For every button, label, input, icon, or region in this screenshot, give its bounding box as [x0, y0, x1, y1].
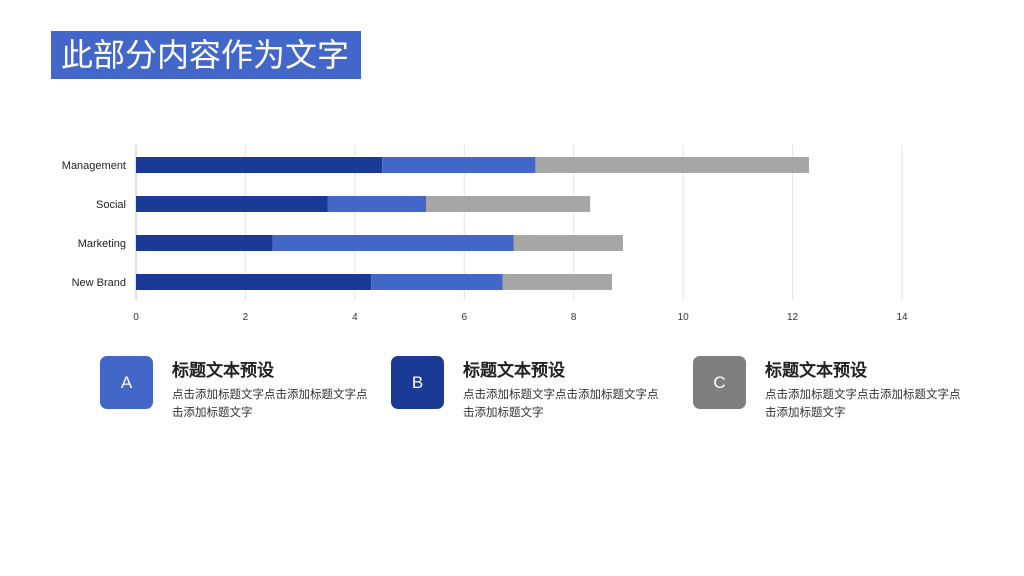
x-tick-label: 6	[462, 312, 468, 323]
card-text: 点击添加标题文字点击添加标题文字点击添加标题文字	[765, 387, 961, 419]
card-title: 标题文本预设	[172, 361, 274, 381]
x-tick-label: 12	[787, 312, 799, 323]
info-card-a: A 标题文本预设 点击添加标题文字点击添加标题文字点击添加标题文字	[100, 352, 400, 432]
x-tick-label: 10	[678, 312, 690, 323]
bar-segment	[513, 235, 623, 251]
badge-b: B	[391, 356, 444, 409]
card-title: 标题文本预设	[463, 361, 565, 381]
bar-segment	[272, 235, 514, 251]
x-tick-label: 14	[896, 312, 908, 323]
stacked-bar-chart: Management Social Marketing New Brand 0 2 4 6 8…	[62, 145, 908, 323]
badge-a: A	[100, 356, 153, 409]
page-title: 此部分内容作为文字	[51, 31, 362, 79]
value-axis-labels: 0 2 4 6 8 10 12 14	[133, 312, 908, 323]
card-title: 标题文本预设	[765, 361, 867, 381]
card-text: 点击添加标题文字点击添加标题文字点击添加标题文字	[172, 387, 368, 419]
x-tick-label: 0	[133, 312, 139, 323]
badge-c: C	[693, 356, 746, 409]
bar-segment	[425, 196, 591, 212]
card-text: 点击添加标题文字点击添加标题文字点击添加标题文字	[463, 387, 659, 419]
x-tick-label: 8	[571, 312, 577, 323]
info-card-c: C 标题文本预设 点击添加标题文字点击添加标题文字点击添加标题文字	[693, 352, 993, 432]
bar-segment	[502, 274, 613, 290]
chart-bars	[136, 157, 809, 290]
bar-segment	[136, 157, 383, 173]
category-label: Marketing	[78, 238, 126, 250]
bar-segment	[371, 274, 503, 290]
bar-segment	[327, 196, 426, 212]
category-label: Social	[96, 199, 126, 211]
bar-segment	[136, 196, 328, 212]
x-tick-label: 4	[352, 312, 358, 323]
category-label: Management	[62, 160, 126, 172]
bar-segment	[136, 274, 372, 290]
bar-segment	[136, 235, 273, 251]
info-card-b: B 标题文本预设 点击添加标题文字点击添加标题文字点击添加标题文字	[391, 352, 691, 432]
category-label: New Brand	[72, 277, 126, 289]
bar-segment	[382, 157, 536, 173]
bar-segment	[535, 157, 809, 173]
category-axis-labels: Management Social Marketing New Brand	[62, 160, 126, 289]
x-tick-label: 2	[243, 312, 249, 323]
